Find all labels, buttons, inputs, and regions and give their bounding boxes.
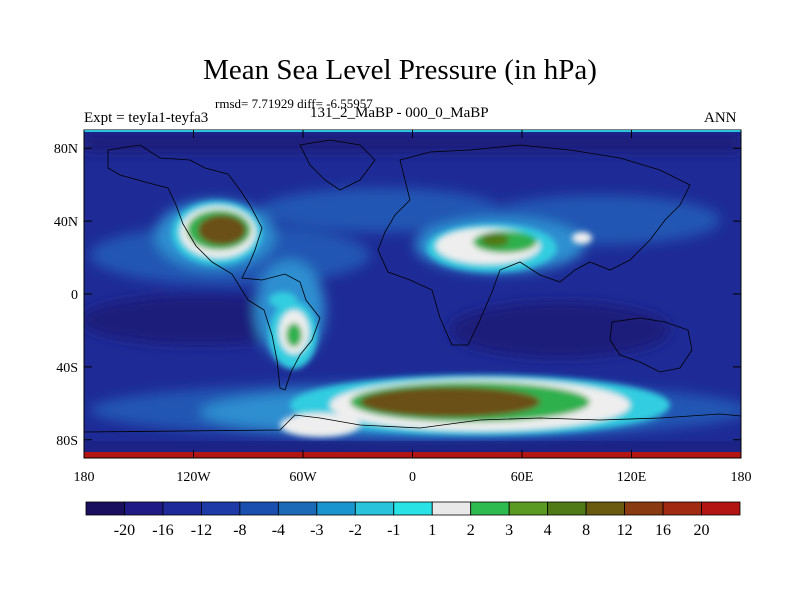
lat-label: 40S bbox=[56, 361, 78, 376]
colorbar-swatch bbox=[701, 501, 741, 516]
colorbar-swatch bbox=[393, 501, 433, 516]
latitude-axis: 80N 40N 0 40S 80S bbox=[54, 142, 741, 449]
experiment-label: Expt = teyIa1-teyfa3 bbox=[84, 110, 209, 126]
coastlines bbox=[84, 139, 741, 433]
subtitle-label: 131_2_MaBP - 000_0_MaBP bbox=[310, 105, 489, 121]
samer-green bbox=[286, 323, 302, 347]
plot-title: Mean Sea Level Pressure (in hPa) bbox=[203, 54, 597, 86]
namer-brown bbox=[198, 215, 246, 245]
period-label: ANN bbox=[704, 110, 737, 126]
lon-label: 120W bbox=[176, 470, 211, 485]
colorbar-label: -3 bbox=[310, 522, 323, 539]
colorbar-label: -1 bbox=[387, 522, 400, 539]
colorbar-swatch bbox=[162, 501, 202, 516]
colorbar-label: -20 bbox=[114, 522, 135, 539]
colorbar-swatch bbox=[124, 501, 164, 516]
colorbar-swatch bbox=[354, 501, 395, 516]
colorbar-label: 12 bbox=[617, 522, 633, 539]
lon-label: 120E bbox=[617, 470, 647, 485]
lat-label: 80N bbox=[54, 142, 78, 157]
colorbar-swatch bbox=[201, 501, 241, 516]
colorbar-label: -12 bbox=[191, 522, 212, 539]
lon-label: 60W bbox=[289, 470, 317, 485]
colorbar-label: 20 bbox=[694, 522, 710, 539]
colorbar-swatch bbox=[662, 501, 702, 516]
colorbar-swatch bbox=[470, 501, 510, 516]
lon-label: 60E bbox=[511, 470, 534, 485]
antarctic-west-white bbox=[280, 413, 360, 437]
lat-label: 0 bbox=[71, 288, 78, 303]
colorbar-label: 8 bbox=[582, 522, 590, 539]
map-field bbox=[84, 130, 741, 458]
colorbar-swatch bbox=[431, 501, 472, 516]
indian-low bbox=[450, 302, 670, 358]
colorbar-swatch bbox=[624, 501, 664, 516]
colorbar-swatch bbox=[508, 501, 549, 516]
colorbar-swatch bbox=[585, 501, 625, 516]
colorbar-swatch bbox=[239, 501, 279, 516]
antarctic-brown bbox=[360, 387, 540, 417]
colorbar-swatch bbox=[547, 501, 587, 516]
south-deep-band bbox=[84, 441, 741, 452]
colorbar-label: 3 bbox=[505, 522, 513, 539]
colorbar-swatch bbox=[316, 501, 356, 516]
tibet-white bbox=[572, 232, 592, 244]
colorbar: -20 -16 -12 -8 -4 -3 -2 -1 1 2 3 4 8 12 16 20 bbox=[85, 501, 741, 539]
arctic-low bbox=[84, 132, 741, 152]
stats-label: rmsd= 7.71929 diff= -6.55957 bbox=[215, 96, 373, 111]
longitude-axis: 180 120W 60W 0 60E 120E 180 bbox=[74, 130, 752, 485]
samer-north-cyan bbox=[269, 292, 297, 308]
lon-label: 0 bbox=[409, 470, 416, 485]
colorbar-label: 4 bbox=[544, 522, 552, 539]
eurasia-olive bbox=[481, 233, 509, 247]
colorbar-label: -8 bbox=[233, 522, 246, 539]
colorbar-label: -2 bbox=[349, 522, 362, 539]
colorbar-label: 1 bbox=[428, 522, 436, 539]
colorbar-label: 16 bbox=[655, 522, 671, 539]
lon-label: 180 bbox=[74, 470, 95, 485]
colorbar-label: -4 bbox=[272, 522, 285, 539]
lat-label: 80S bbox=[56, 434, 78, 449]
colorbar-label: -16 bbox=[152, 522, 173, 539]
colorbar-swatch bbox=[277, 501, 318, 516]
lon-label: 180 bbox=[731, 470, 752, 485]
colorbar-label: 2 bbox=[467, 522, 475, 539]
colorbar-swatch bbox=[85, 501, 125, 516]
natl-mid bbox=[260, 188, 500, 232]
lat-label: 40N bbox=[54, 215, 78, 230]
